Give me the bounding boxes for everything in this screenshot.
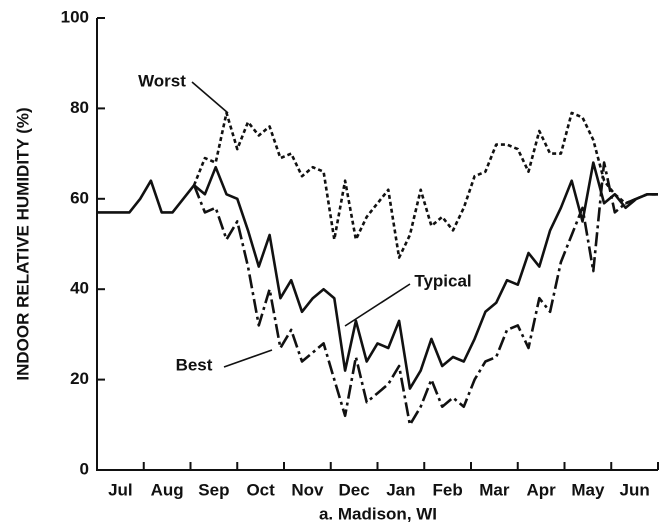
x-tick-label: Mar [479, 480, 510, 499]
leader-line [344, 283, 411, 327]
series-line [97, 161, 658, 390]
x-tick-label: Aug [151, 480, 184, 499]
series-line [192, 161, 658, 427]
leader-line [223, 349, 273, 368]
y-tick-label: 0 [80, 459, 89, 478]
x-tick-label: Jun [620, 480, 650, 499]
x-axis-label: a. Madison, WI [319, 504, 437, 523]
x-tick-label: Sep [198, 480, 229, 499]
y-tick-label: 40 [70, 279, 89, 298]
x-tick-label: Oct [246, 480, 275, 499]
y-tick-label: 100 [61, 7, 89, 26]
x-tick-label: Dec [339, 480, 370, 499]
x-tick-label: Apr [526, 480, 556, 499]
x-tick-label: Jul [108, 480, 133, 499]
x-tick-label: Jan [386, 480, 415, 499]
y-tick-label: 20 [70, 369, 89, 388]
y-tick-label: 80 [70, 98, 89, 117]
y-tick-label: 60 [70, 188, 89, 207]
x-tick-label: Nov [291, 480, 324, 499]
series-label: Best [176, 355, 213, 374]
leader-line [191, 81, 229, 114]
series-label: Typical [414, 271, 471, 290]
series-label: Worst [138, 71, 186, 90]
x-tick-label: May [571, 480, 605, 499]
x-tick-label: Feb [433, 480, 463, 499]
y-axis-label: INDOOR RELATIVE HUMIDITY (%) [13, 107, 32, 380]
